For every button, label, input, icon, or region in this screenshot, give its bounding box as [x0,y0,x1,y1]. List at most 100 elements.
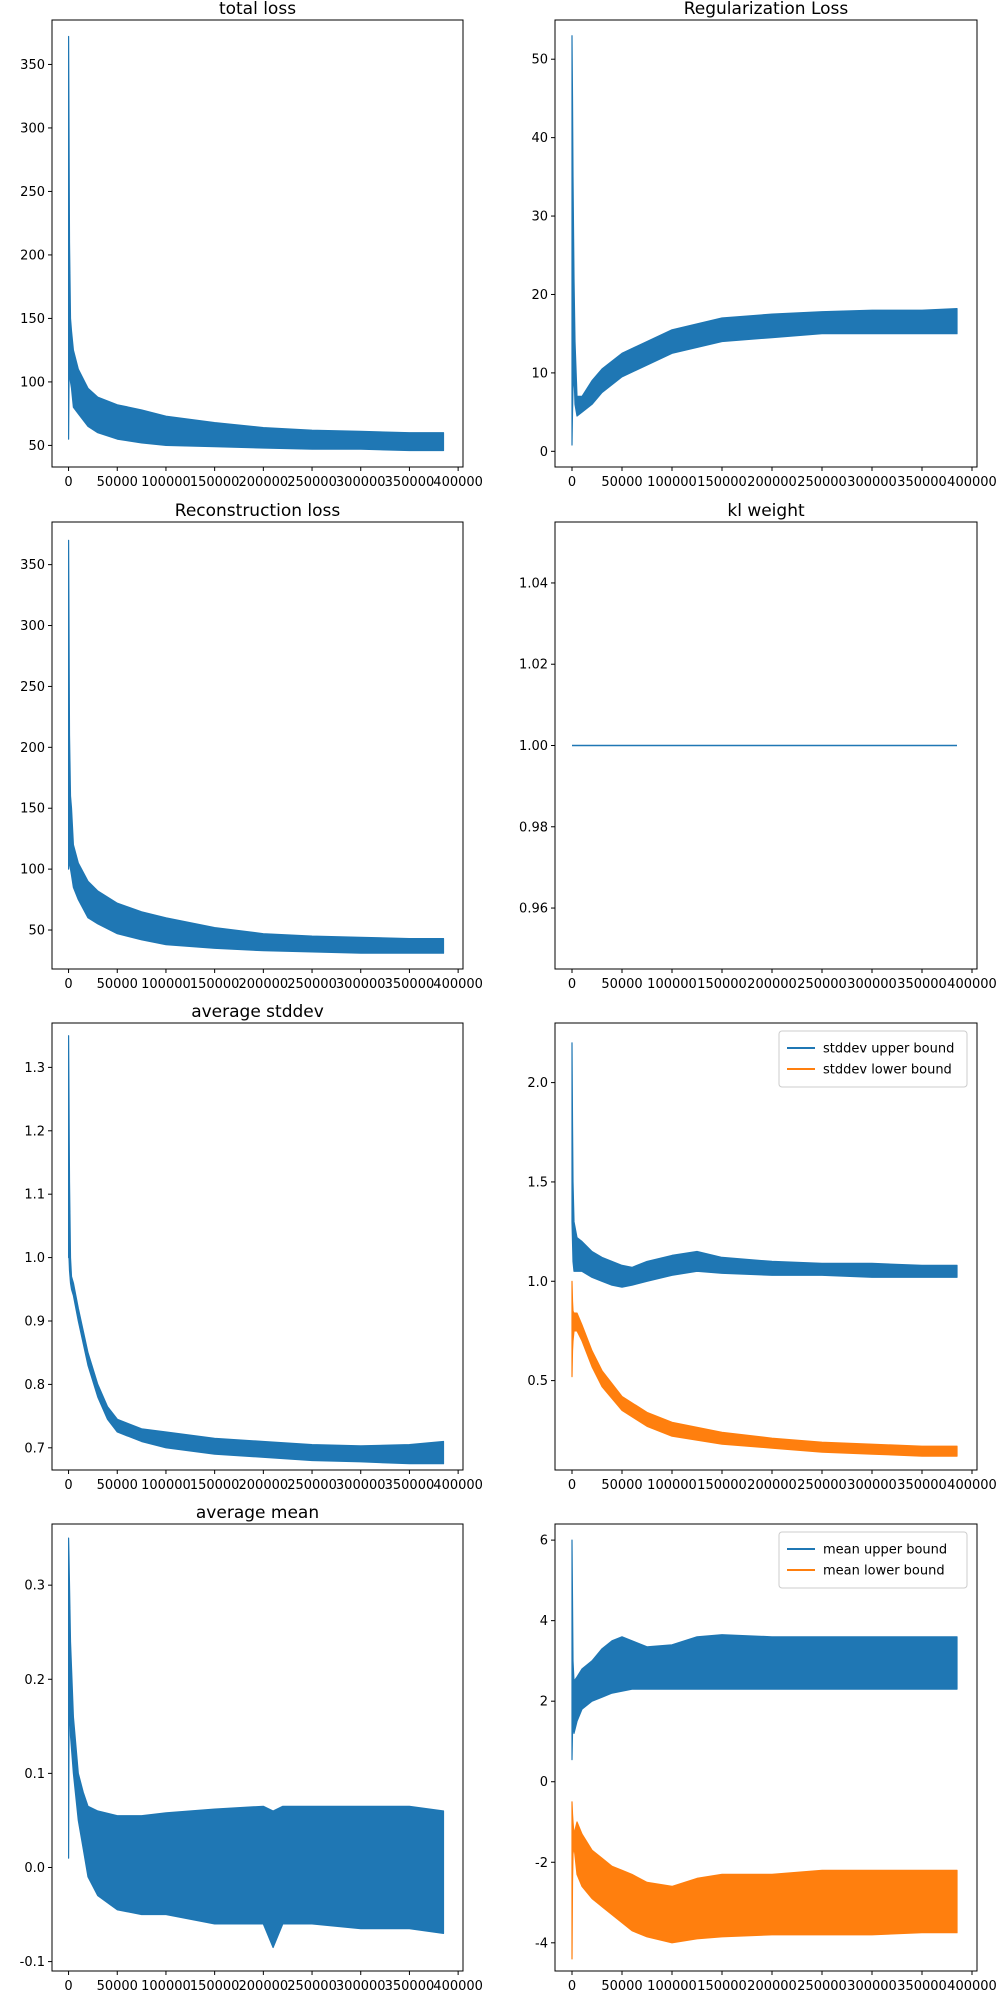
x-tick-label: 350000 [385,1478,435,1493]
x-tick-label: 50000 [601,1979,642,1994]
series-2 [571,1280,958,1457]
axes-frame [554,19,978,468]
x-tick-label: 100000 [141,1478,191,1493]
x-tick-label: 250000 [797,1979,847,1994]
x-tick-label: 200000 [747,1478,797,1493]
chart-3: 0 50000 100000 150000 200000 250000 300000 3500… [20,501,483,992]
series-1 [68,1537,445,1949]
x-tick-label: 150000 [697,1979,747,1994]
chart-title: kl weight [727,501,805,521]
series-2 [571,1801,958,1960]
y-tick-label: 0.3 [24,1579,45,1594]
y-tick-label: 150 [20,312,45,327]
x-tick-label: 0 [64,1979,72,1994]
x-tick-label: 100000 [647,977,697,992]
x-tick-label: 300000 [336,1478,386,1493]
x-tick-label: 100000 [141,977,191,992]
x-tick-label: 400000 [433,977,483,992]
y-tick-label: 4 [540,1614,548,1629]
x-tick-label: 250000 [287,1979,337,1994]
y-tick-label: 0.8 [24,1378,45,1393]
series-1 [571,1042,958,1288]
x-tick-label: 250000 [287,977,337,992]
x-tick-label: 50000 [97,1478,138,1493]
y-tick-label: 1.04 [519,576,548,591]
y-tick-label: 6 [540,1534,548,1549]
x-tick-label: 100000 [647,475,697,490]
x-tick-label: 50000 [97,977,138,992]
y-tick-label: 40 [531,131,548,146]
chart-title: Reconstruction loss [175,501,341,521]
x-tick-label: 100000 [141,1979,191,1994]
y-tick-label: 1.2 [24,1124,45,1139]
chart-title: total loss [219,0,296,19]
x-tick-label: 350000 [897,977,947,992]
y-tick-label: 30 [531,210,548,225]
x-tick-label: 300000 [847,475,897,490]
axes-frame [51,521,464,970]
x-tick-label: 150000 [697,475,747,490]
y-tick-label: 300 [20,619,45,634]
x-tick-label: 250000 [797,1478,847,1493]
chart-4: 0 50000 100000 150000 200000 250000 300000 3500… [519,501,997,992]
y-tick-label: 0.1 [24,1767,45,1782]
y-tick-label: 0.0 [24,1861,45,1876]
y-tick-label: 1.3 [24,1061,45,1076]
x-tick-label: 350000 [897,1979,947,1994]
x-tick-label: 200000 [747,1979,797,1994]
y-tick-label: 1.02 [519,658,548,673]
chart-2: 0 50000 100000 150000 200000 250000 300000 3500… [531,0,996,490]
x-tick-label: 150000 [190,977,240,992]
series-band [68,35,445,452]
legend-label: mean upper bound [823,1543,947,1558]
x-tick-label: 150000 [190,1979,240,1994]
y-tick-label: 10 [531,366,548,381]
x-tick-label: 50000 [97,1979,138,1994]
x-tick-label: 300000 [847,1979,897,1994]
x-tick-label: 350000 [385,475,435,490]
legend: mean upper bound mean lower bound [778,1531,968,1589]
legend-label: stddev lower bound [823,1063,952,1078]
x-tick-label: 400000 [947,977,997,992]
x-tick-label: 50000 [601,977,642,992]
x-tick-label: 0 [64,1478,72,1493]
series-band [68,539,445,954]
y-tick-label: 50 [28,439,45,454]
x-tick-label: 200000 [239,977,289,992]
x-tick-label: 250000 [287,475,337,490]
x-tick-label: 400000 [947,1478,997,1493]
y-tick-label: 0 [540,1775,548,1790]
x-tick-label: 0 [64,475,72,490]
x-tick-label: 300000 [847,1478,897,1493]
x-tick-label: 350000 [385,977,435,992]
series-band [571,35,958,446]
y-tick-label: 150 [20,802,45,817]
series-1 [68,35,445,452]
axes-frame [51,1523,464,1972]
series-1 [68,1035,445,1465]
series-1 [571,35,958,446]
x-tick-label: 350000 [897,475,947,490]
y-tick-label: 0.2 [24,1673,45,1688]
x-tick-label: 400000 [433,1478,483,1493]
x-tick-label: 50000 [97,475,138,490]
series-band [571,1042,958,1288]
y-tick-label: 1.00 [519,739,548,754]
legend-label: stddev upper bound [823,1042,954,1057]
x-tick-label: 400000 [433,1979,483,1994]
y-tick-label: 200 [20,248,45,263]
x-tick-label: 350000 [385,1979,435,1994]
legend-box [778,1030,968,1088]
x-tick-label: 0 [568,475,576,490]
y-tick-label: 250 [20,185,45,200]
x-tick-label: 250000 [287,1478,337,1493]
y-tick-label: 1.5 [527,1175,548,1190]
y-tick-label: 50 [28,924,45,939]
y-tick-label: 2.0 [527,1076,548,1091]
chart-8: 0 50000 100000 150000 200000 250000 300000 3500… [535,1523,997,1994]
chart-7: 0 50000 100000 150000 200000 250000 300000 3500… [20,1503,483,1994]
axes-frame [554,1523,978,1972]
legend-label: mean lower bound [823,1564,945,1579]
y-tick-label: 1.1 [24,1188,45,1203]
